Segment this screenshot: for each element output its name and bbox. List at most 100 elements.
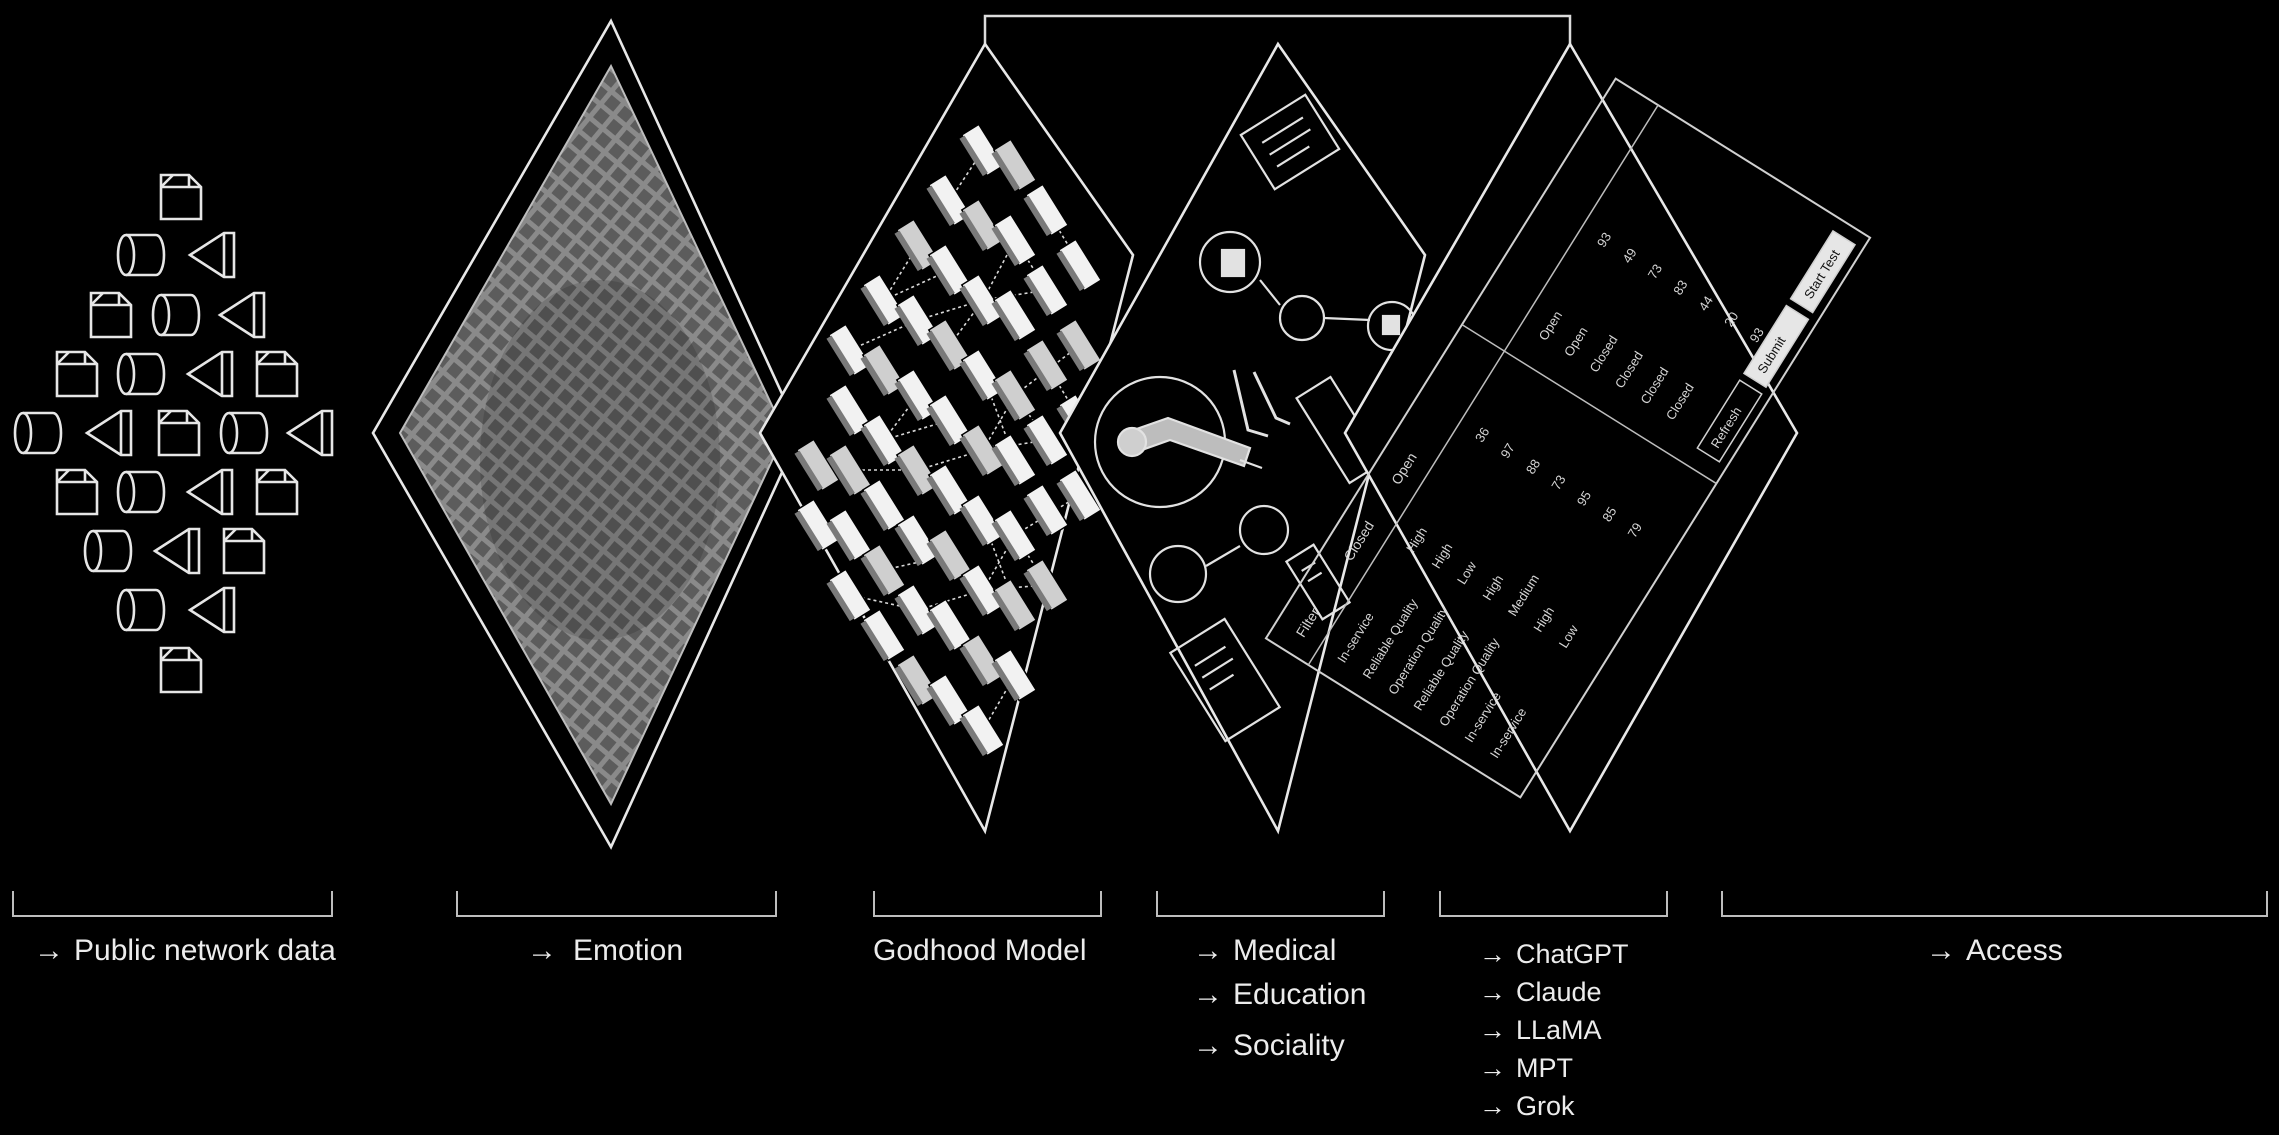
- label-llama: → LLaMA: [1479, 1015, 1602, 1045]
- cube-icon: [222, 527, 266, 575]
- cylinder-icon: [116, 470, 166, 514]
- network-node-icon: [959, 563, 1006, 617]
- table-cell: 85: [1599, 504, 1619, 524]
- data-cube-cluster: [13, 173, 334, 694]
- table-cell: 73: [1548, 472, 1568, 492]
- label-mpt: → MPT: [1479, 1053, 1573, 1083]
- value-cell: 20: [1721, 309, 1741, 329]
- network-node-icon: [926, 598, 973, 652]
- cube-icon: [255, 350, 299, 398]
- network-node-icon: [959, 423, 1006, 477]
- table-cell: 79: [1625, 520, 1645, 540]
- network-node-icon: [794, 438, 841, 492]
- network-node-icon: [991, 288, 1038, 342]
- arrow-icon: →: [527, 934, 557, 967]
- network-node-icon: [894, 443, 941, 497]
- network-node-icon: [860, 608, 907, 662]
- network-node-icon: [1023, 183, 1070, 237]
- arrow-icon: →: [1479, 1091, 1506, 1121]
- label-godhood-model: Godhood Model: [873, 934, 1087, 967]
- cube-icon: [255, 468, 299, 516]
- stage-brackets: [12, 891, 2268, 917]
- cube-icon: [159, 646, 203, 694]
- arrow-icon: →: [1479, 1053, 1506, 1083]
- cube-icon: [89, 291, 133, 339]
- label-sociality: → Sociality: [1193, 1029, 1345, 1062]
- arrow-icon: →: [34, 934, 64, 967]
- cube-icon: [187, 231, 236, 279]
- table-button: [1696, 379, 1763, 463]
- arrow-icon: →: [1926, 934, 1956, 967]
- network-node-icon: [991, 433, 1038, 487]
- network-node-icon: [959, 703, 1006, 757]
- network-node-icon: [991, 138, 1038, 192]
- arrow-icon: →: [1479, 1015, 1506, 1045]
- network-link: [982, 394, 1016, 451]
- network-node-icon: [860, 343, 907, 397]
- value-cell: 49: [1619, 246, 1639, 266]
- cube-icon: [185, 468, 234, 516]
- label-chatgpt: → ChatGPT: [1479, 939, 1629, 969]
- network-node-icon: [1056, 318, 1103, 372]
- godhood-model-diamond: [758, 41, 1135, 835]
- value-cell: 44: [1696, 293, 1716, 313]
- label-grok: → Grok: [1479, 1091, 1575, 1121]
- network-node-icon: [826, 323, 873, 377]
- cylinder-icon: [219, 411, 269, 455]
- network-node-icon: [991, 648, 1038, 702]
- cube-icon: [84, 409, 133, 457]
- network-node-icon: [959, 273, 1006, 327]
- cube-icon: [217, 291, 266, 339]
- table-cell: 97: [1497, 441, 1517, 461]
- network-node-icon: [894, 653, 941, 707]
- network-node-icon: [991, 368, 1038, 422]
- network-node-icon: [1056, 238, 1103, 292]
- network-node-icon: [1023, 483, 1070, 537]
- cube-icon: [152, 527, 201, 575]
- network-node-icon: [959, 123, 1006, 177]
- network-link: [1046, 209, 1081, 266]
- cylinder-icon: [116, 352, 166, 396]
- network-node-icon: [926, 173, 973, 227]
- network-node-icon: [1023, 338, 1070, 392]
- table-cell: 95: [1574, 488, 1594, 508]
- table-cell: 88: [1523, 456, 1543, 476]
- cube-icon: [159, 173, 203, 221]
- label-access: → Access: [1926, 934, 2063, 967]
- label-medical: → Medical: [1193, 934, 1337, 967]
- network-node-icon: [991, 508, 1038, 562]
- cube-icon: [285, 409, 334, 457]
- cylinder-icon: [116, 588, 166, 632]
- network-node-icon: [959, 348, 1006, 402]
- table-button: [1789, 229, 1857, 314]
- network-node-icon: [926, 673, 973, 727]
- network-node-icon: [959, 493, 1006, 547]
- network-link: [883, 244, 919, 301]
- network-node-icon: [794, 498, 841, 552]
- network-node-icon: [959, 633, 1006, 687]
- network-node-icon: [826, 568, 873, 622]
- network-node-icon: [894, 583, 941, 637]
- network-link: [982, 674, 1016, 731]
- network-node-icon: [991, 578, 1038, 632]
- network-node-icon: [926, 243, 973, 297]
- table-cell: 36: [1472, 425, 1492, 445]
- cube-icon: [55, 468, 99, 516]
- value-cell: 83: [1670, 277, 1690, 297]
- cylinder-icon: [151, 293, 201, 337]
- arrow-icon: →: [1193, 1029, 1223, 1062]
- label-emotion: → Emotion: [527, 934, 684, 967]
- network-node-icon: [959, 198, 1006, 252]
- arrow-icon: →: [1479, 977, 1506, 1007]
- value-cell: 93: [1594, 230, 1614, 250]
- arrow-icon: →: [1193, 978, 1223, 1011]
- network-link: [1046, 364, 1081, 421]
- top-bracket: [983, 14, 1572, 44]
- value-cell: 73: [1645, 261, 1665, 281]
- emotion-mesh-diamond: [371, 18, 802, 850]
- network-node-icon: [894, 513, 941, 567]
- label-education: → Education: [1193, 978, 1367, 1011]
- cube-icon: [55, 350, 99, 398]
- network-node-icon: [1023, 413, 1070, 467]
